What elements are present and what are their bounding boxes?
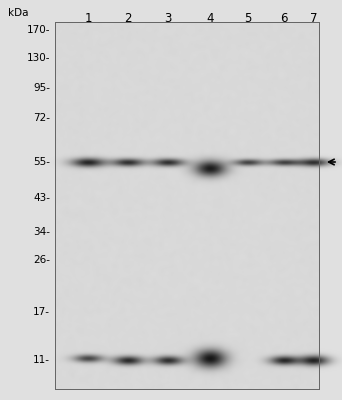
Text: 6: 6 [280,12,288,25]
Text: kDa: kDa [8,8,28,18]
Text: 26-: 26- [33,255,50,265]
Text: 95-: 95- [33,83,50,93]
Text: 43-: 43- [33,193,50,203]
Text: 34-: 34- [33,227,50,237]
Text: 55-: 55- [33,157,50,167]
Text: 2: 2 [124,12,132,25]
Text: 11-: 11- [33,355,50,365]
Text: 3: 3 [164,12,172,25]
Text: 72-: 72- [33,113,50,123]
Text: 17-: 17- [33,307,50,317]
Text: 130-: 130- [26,53,50,63]
Text: 170-: 170- [26,25,50,35]
Text: 5: 5 [244,12,252,25]
Text: 4: 4 [206,12,214,25]
Text: 7: 7 [310,12,318,25]
Text: 1: 1 [84,12,92,25]
